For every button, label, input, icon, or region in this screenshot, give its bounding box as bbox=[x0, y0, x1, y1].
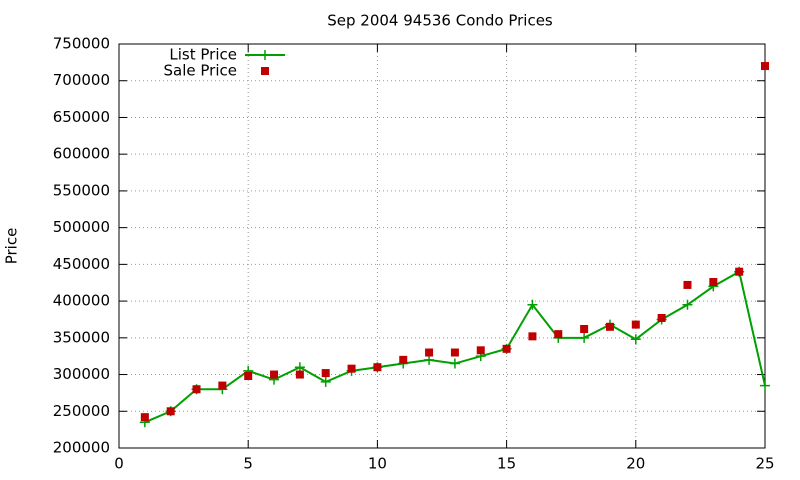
data-point bbox=[450, 348, 459, 357]
y-tick-label: 500000 bbox=[53, 218, 110, 236]
data-point bbox=[192, 385, 201, 394]
data-point bbox=[399, 355, 408, 364]
data-point bbox=[321, 369, 330, 378]
data-point bbox=[320, 376, 331, 387]
x-tick-label: 20 bbox=[626, 455, 645, 473]
data-point bbox=[761, 62, 769, 71]
series-line bbox=[144, 270, 766, 424]
y-tick-label: 250000 bbox=[53, 402, 110, 420]
data-point bbox=[502, 344, 511, 353]
data-point bbox=[476, 346, 485, 355]
x-tick-label: 0 bbox=[114, 455, 124, 473]
chart-title: Sep 2004 94536 Condo Prices bbox=[327, 12, 553, 30]
data-point bbox=[630, 334, 641, 345]
data-point bbox=[527, 299, 538, 310]
data-point bbox=[605, 322, 614, 331]
data-point bbox=[580, 325, 589, 334]
x-tick-label: 10 bbox=[368, 455, 387, 473]
plot-frame bbox=[118, 43, 766, 449]
data-point bbox=[140, 413, 149, 422]
data-point bbox=[631, 320, 640, 329]
data-point bbox=[528, 332, 537, 341]
data-point bbox=[449, 358, 460, 369]
data-point bbox=[244, 372, 253, 381]
data-point bbox=[554, 330, 563, 339]
data-point bbox=[709, 277, 718, 286]
data-point bbox=[760, 380, 770, 391]
data-point bbox=[425, 348, 434, 357]
y-tick-label: 200000 bbox=[53, 439, 110, 457]
x-tick-label: 5 bbox=[243, 455, 253, 473]
data-point bbox=[682, 299, 693, 310]
data-point bbox=[373, 363, 382, 372]
data-point bbox=[657, 313, 666, 322]
data-point bbox=[294, 362, 305, 373]
data-point bbox=[579, 332, 590, 343]
data-point bbox=[295, 370, 304, 379]
legend-marker bbox=[261, 67, 269, 75]
data-point bbox=[218, 381, 227, 390]
data-point bbox=[424, 354, 435, 365]
y-tick-label: 450000 bbox=[53, 255, 110, 273]
data-point bbox=[683, 280, 692, 289]
y-tick-label: 750000 bbox=[53, 35, 110, 53]
data-point bbox=[166, 407, 175, 416]
y-tick-label: 600000 bbox=[53, 145, 110, 163]
legend-label: List Price bbox=[169, 46, 237, 64]
data-point bbox=[735, 267, 744, 276]
y-tick-label: 650000 bbox=[53, 108, 110, 126]
y-tick-label: 550000 bbox=[53, 181, 110, 199]
y-axis-label: Price bbox=[3, 228, 21, 265]
x-tick-label: 25 bbox=[755, 455, 774, 473]
y-tick-label: 700000 bbox=[53, 71, 110, 89]
legend-marker bbox=[260, 50, 270, 60]
legend-label: Sale Price bbox=[164, 62, 237, 80]
data-point bbox=[347, 364, 356, 373]
data-point bbox=[270, 370, 279, 379]
y-tick-label: 400000 bbox=[53, 292, 110, 310]
x-tick-label: 15 bbox=[497, 455, 516, 473]
y-tick-label: 350000 bbox=[53, 328, 110, 346]
y-tick-label: 300000 bbox=[53, 365, 110, 383]
